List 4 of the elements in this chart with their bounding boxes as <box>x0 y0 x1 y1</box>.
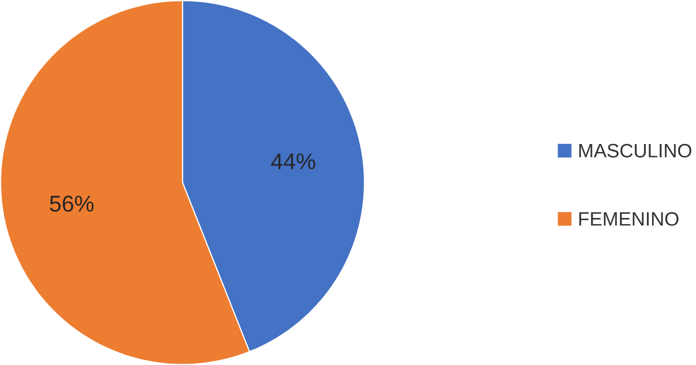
legend-label: FEMENINO <box>579 212 678 226</box>
data-label: 56% <box>50 196 94 212</box>
legend-label: MASCULINO <box>579 144 692 158</box>
data-label: 44% <box>271 153 316 170</box>
